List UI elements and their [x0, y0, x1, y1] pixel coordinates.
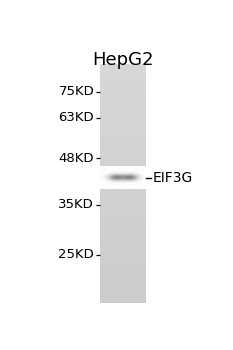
Text: 25KD: 25KD [58, 248, 94, 261]
Text: 35KD: 35KD [58, 198, 94, 211]
Text: 75KD: 75KD [58, 85, 94, 98]
Text: 63KD: 63KD [58, 111, 94, 124]
Text: 48KD: 48KD [59, 152, 94, 164]
Text: EIF3G: EIF3G [153, 171, 193, 185]
Text: HepG2: HepG2 [92, 51, 154, 69]
